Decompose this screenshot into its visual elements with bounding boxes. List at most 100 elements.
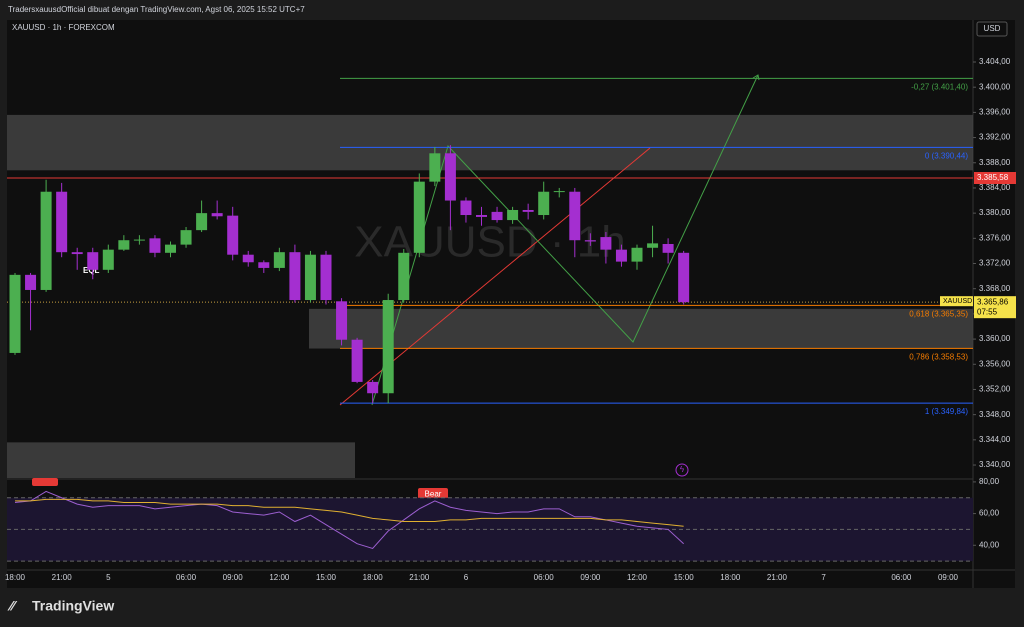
brand-logo: ⁄⁄	[7, 598, 17, 614]
candle-body	[165, 244, 176, 253]
x-tick-label: 09:00	[223, 573, 244, 582]
candle-body	[320, 254, 332, 301]
candle-body	[273, 252, 285, 268]
rsi-tick-label: 80,00	[979, 477, 1000, 486]
x-tick-label: 18:00	[720, 573, 741, 582]
candle-body	[304, 254, 316, 301]
x-tick-label: 15:00	[674, 573, 695, 582]
candle-body	[522, 209, 534, 212]
projection-path	[371, 74, 759, 406]
candle-body	[538, 191, 550, 216]
fib-label: 0,786 (3.358,53)	[909, 352, 968, 361]
candle-body	[56, 191, 68, 253]
level-label: 3.385,58	[977, 173, 1009, 182]
candle-body	[87, 252, 99, 270]
candle-body	[413, 181, 425, 253]
event-icon[interactable]	[675, 463, 689, 477]
x-tick-label: 09:00	[580, 573, 601, 582]
candle-body	[429, 153, 441, 182]
candle-body	[102, 249, 114, 270]
candle-body	[631, 247, 643, 262]
candle-body	[25, 274, 37, 290]
candle-body	[678, 252, 690, 303]
countdown: 07:55	[977, 307, 998, 316]
level-tag	[974, 171, 1016, 184]
candle-body	[149, 238, 161, 253]
rsi-tick-label: 60,00	[979, 509, 1000, 518]
candle-body	[476, 215, 487, 217]
x-tick-label: 06:00	[176, 573, 197, 582]
y-tick-label: 3.356,00	[979, 359, 1011, 368]
y-tick-label: 3.372,00	[979, 259, 1011, 268]
candle-body	[351, 339, 363, 382]
last-price-label: 3.365,86	[977, 297, 1009, 306]
x-tick-label: 18:00	[5, 573, 26, 582]
y-tick-label: 3.368,00	[979, 284, 1011, 293]
x-tick-label: 06:00	[891, 573, 912, 582]
last-price-symbol: XAUUSD	[943, 298, 972, 305]
y-tick-label: 3.344,00	[979, 435, 1011, 444]
fib-label: -0,27 (3.401,40)	[911, 82, 968, 91]
candle-body	[553, 191, 565, 193]
y-tick-label: 3.352,00	[979, 385, 1011, 394]
rsi-tick-label: 40,00	[979, 540, 1000, 549]
y-tick-label: 3.400,00	[979, 82, 1011, 91]
candle-body	[507, 209, 519, 221]
candle-body	[382, 300, 394, 394]
x-tick-label: 21:00	[52, 573, 73, 582]
rsi-ma-line	[15, 498, 684, 527]
candle-body	[211, 213, 223, 217]
fib-label: 1 (3.349,84)	[925, 407, 968, 416]
candle-body	[180, 230, 192, 245]
y-tick-label: 3.384,00	[979, 183, 1011, 192]
y-tick-label: 3.360,00	[979, 334, 1011, 343]
y-tick-label: 3.396,00	[979, 107, 1011, 116]
candle-body	[444, 153, 456, 201]
y-tick-label: 3.404,00	[979, 57, 1011, 66]
candle-body	[600, 237, 612, 250]
symbol-title: XAUUSD · 1h · FOREXCOM	[12, 23, 115, 32]
candle-body	[227, 215, 239, 255]
candle-body	[460, 200, 472, 216]
candle-body	[242, 254, 254, 263]
x-tick-label: 18:00	[363, 573, 384, 582]
x-tick-label: 09:00	[938, 573, 959, 582]
last-price-box	[974, 296, 1016, 319]
candle-body	[133, 239, 145, 241]
candle-body	[647, 243, 659, 248]
x-tick-label: 12:00	[627, 573, 648, 582]
x-tick-label: 21:00	[767, 573, 788, 582]
zone	[7, 114, 973, 171]
last-price-tag	[940, 296, 973, 307]
y-tick-label: 3.376,00	[979, 233, 1011, 242]
candle-body	[336, 301, 348, 340]
y-tick-label: 3.392,00	[979, 133, 1011, 142]
candle-body	[258, 262, 270, 268]
header-title: TradersxauusdOfficial dibuat dengan Trad…	[8, 5, 305, 14]
watermark: XAUUSD · 1h	[354, 218, 625, 267]
zone	[309, 308, 973, 349]
y-tick-label: 3.388,00	[979, 158, 1011, 167]
event-bolt: ϟ	[680, 465, 685, 474]
x-tick-label: 12:00	[269, 573, 290, 582]
candle-body	[367, 381, 379, 394]
brand: TradingView	[32, 598, 114, 614]
candle-body	[196, 213, 208, 231]
x-tick-label: 06:00	[534, 573, 555, 582]
candle-body	[662, 243, 674, 253]
zone	[7, 442, 355, 478]
x-tick-label: 21:00	[409, 573, 430, 582]
eql-label: EQL	[83, 266, 100, 275]
rsi-line	[14, 490, 684, 550]
y-tick-label: 3.340,00	[979, 460, 1011, 469]
x-tick-label: 15:00	[316, 573, 337, 582]
candle-body	[289, 252, 301, 301]
x-tick-label: 7	[821, 573, 826, 582]
x-tick-label: 5	[106, 573, 111, 582]
candle-body	[118, 240, 130, 250]
fib-label: 0,618 (3.365,35)	[909, 310, 968, 319]
currency-box	[976, 21, 1008, 37]
candle-body	[9, 274, 21, 353]
x-tick-label: 6	[464, 573, 469, 582]
